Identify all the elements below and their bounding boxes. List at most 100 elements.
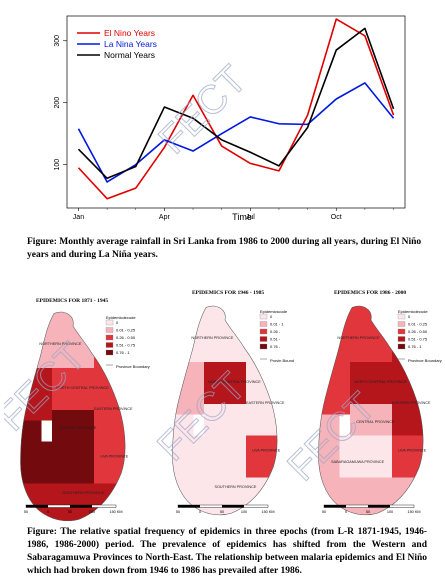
- y-tick-label: 300: [54, 35, 61, 47]
- legend-title: Epidemicscode: [260, 309, 288, 314]
- figure-caption-rainfall: Figure: Monthly average rainfall in Sri …: [27, 237, 422, 260]
- legend-class-label: 0.01 - 1: [270, 322, 284, 327]
- region-uva: [392, 435, 424, 478]
- legend-class-label: 0.26 - 0.50: [116, 335, 136, 340]
- legend-class-label: 0.51 - 0.75: [116, 343, 136, 348]
- region-north-central: [350, 362, 392, 404]
- region-label-northern: NORTHERN PROVINCE: [39, 342, 81, 346]
- region-label-central: CENTRAL PROVINCE: [58, 426, 97, 430]
- legend-class-label: 0: [270, 314, 273, 319]
- region-label-central: CENTRAL PROVINCE: [356, 420, 395, 424]
- x-tick-label: Oct: [331, 214, 342, 221]
- legend-color-swatch: [397, 336, 406, 342]
- region-label-northern: NORTHERN PROVINCE: [191, 336, 233, 340]
- map-legend: Epidemicscode 0 0.01 - 1 0.26 - 0.51 - 0.76 …: [259, 309, 294, 363]
- legend-class-label: 0: [116, 320, 119, 325]
- region-label-north-central: NORTH CENTRAL PROVINCE: [208, 380, 261, 384]
- region-eastern: [246, 351, 278, 436]
- region-label-uva: UVA PROVINCE: [398, 448, 426, 452]
- legend-color-swatch: [259, 336, 268, 342]
- figure-caption-epidemics: Figure: The relative spatial frequency o…: [27, 527, 427, 576]
- legend-color-swatch: [259, 313, 268, 320]
- legend-color-swatch: [397, 321, 406, 327]
- legend-class-label: 0: [408, 314, 411, 319]
- scale-tick-label: 50: [366, 510, 370, 514]
- region-western: [318, 414, 340, 478]
- scale-tick-label: 100: [241, 510, 247, 514]
- legend-label: El Nino Years: [104, 28, 155, 38]
- region-north-central: [52, 368, 94, 410]
- legend-title: Epidemicdecode: [106, 315, 136, 320]
- scale-tick-label: 50: [220, 510, 224, 514]
- y-tick-label: 100: [54, 159, 61, 171]
- legend-color-swatch: [105, 334, 114, 341]
- x-tick-label: Jan: [73, 214, 84, 221]
- y-axis-ticks: 100 200 300: [54, 35, 67, 171]
- x-axis-ticks: Jan Apr Jul Oct: [73, 208, 394, 221]
- scale-bar: 50 0 50 100 150 KM: [24, 504, 123, 514]
- region-western: [172, 414, 194, 478]
- legend-color-swatch: [259, 321, 268, 327]
- region-label-southern: SOUTHERN PROVINCE: [62, 491, 104, 495]
- legend-class-label: 0.76 - 1: [408, 344, 422, 349]
- scale-bar: 50 0 50 100 150 KM: [322, 504, 421, 514]
- map-legend: Epidemicdecode 0 0.01 - 0.25 0.26 - 0.50 0.…: [105, 315, 150, 369]
- legend-color-swatch: [397, 328, 406, 335]
- legend-boundary-label: Province Boundary: [408, 358, 442, 363]
- x-axis-label: Time: [232, 212, 252, 222]
- region-label-eastern: EASTERN PROVINCE: [94, 407, 133, 411]
- map-1986-2000: EPIDEMICS FOR 1986 - 2000 NORTHERN PROVI…: [318, 290, 442, 516]
- region-sabaragamuwa: [41, 441, 94, 484]
- region-sabaragamuwa: [193, 435, 246, 478]
- scale-tick-label: 0: [47, 510, 49, 514]
- region-southern: [20, 483, 126, 521]
- island-outline: [20, 311, 126, 522]
- legend-class-label: 0.51 -: [270, 337, 281, 342]
- region-label-north-central: NORTH CENTRAL PROVINCE: [56, 386, 109, 390]
- region-label-northern: NORTHERN PROVINCE: [337, 336, 379, 340]
- series-line-0: [77, 18, 395, 200]
- plot-frame: [66, 15, 406, 209]
- region-north-central: [204, 362, 246, 404]
- region-label-uva: UVA PROVINCE: [252, 448, 280, 452]
- x-tick-label: Apr: [159, 214, 171, 221]
- legend-class-label: 0.51 - 0.75: [408, 337, 428, 342]
- region-western: [20, 420, 42, 484]
- epidemic-maps: EPIDEMICS FOR 1871 - 1945 NORTHERN PROVI…: [0, 283, 442, 522]
- series-line-2: [77, 27, 395, 180]
- legend-color-swatch: [397, 313, 406, 320]
- scale-tick-label: 50: [68, 510, 72, 514]
- scale-bar: 50 0 50 100 150 KM: [176, 504, 275, 514]
- scale-tick-label: 50: [176, 510, 180, 514]
- scale-tick-label: 150 KM: [407, 510, 420, 514]
- series-lines: [77, 18, 395, 200]
- map-title: EPIDEMICS FOR 1986 - 2000: [334, 290, 406, 296]
- region-eastern: [392, 351, 424, 436]
- legend-class-label: 0.26 -: [270, 329, 281, 334]
- legend-title: Epidemicdecode: [398, 309, 428, 314]
- x-tick-label: Jul: [246, 214, 255, 221]
- legend-class-label: 0.76 - 1: [116, 350, 130, 355]
- region-uva: [94, 441, 126, 484]
- region-label-uva: UVA PROVINCE: [100, 454, 128, 458]
- scale-tick-label: 50: [24, 510, 28, 514]
- legend-label: La Nina Years: [104, 39, 157, 49]
- scale-tick-label: 100: [89, 510, 95, 514]
- region-central: [52, 410, 94, 442]
- legend-class-label: 0.26 - 0.50: [408, 329, 428, 334]
- legend-boundary-label: Province Boundary: [116, 364, 150, 369]
- map-title: EPIDEMICS FOR 1946 - 1985: [192, 290, 264, 296]
- legend-color-swatch: [105, 327, 114, 333]
- region-label-north-central: NORTH CENTRAL PROVINCE: [354, 380, 407, 384]
- legend-color-swatch: [259, 343, 268, 350]
- island-outline: [172, 305, 278, 516]
- region-label-southern: SOUTHERN PROVINCE: [215, 485, 257, 489]
- island-outline: [318, 305, 424, 516]
- region-central: [204, 404, 246, 436]
- legend-color-swatch: [105, 342, 114, 348]
- scale-tick-label: 0: [345, 510, 347, 514]
- legend-color-swatch: [259, 328, 268, 335]
- scale-tick-label: 100: [387, 510, 393, 514]
